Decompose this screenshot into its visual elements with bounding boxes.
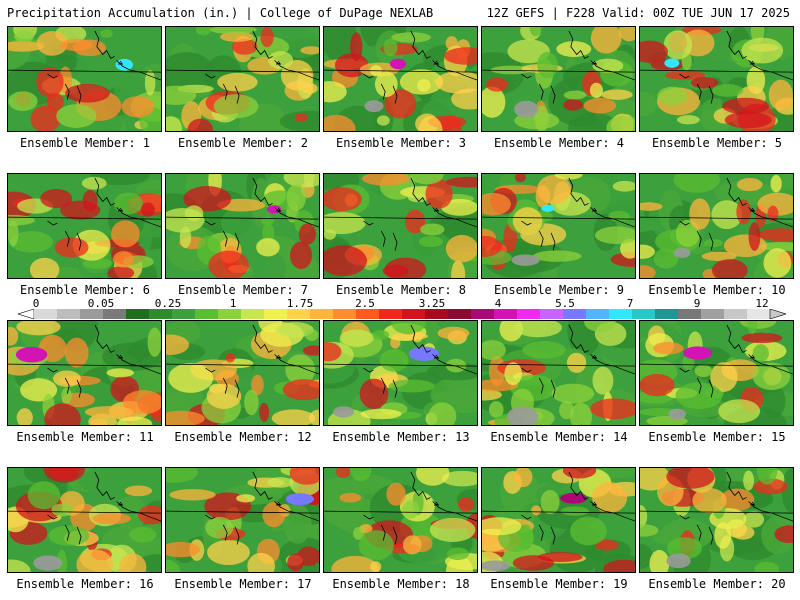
colorbar-segment (310, 309, 334, 319)
colorbar-segment (724, 309, 748, 319)
ensemble-map-4 (481, 26, 636, 132)
colorbar-segment (333, 309, 357, 319)
colorbar-tick-label: 3.25 (418, 297, 446, 310)
ensemble-map-17 (165, 467, 320, 573)
colorbar-segment (448, 309, 472, 319)
ensemble-member-label: Ensemble Member: 19 (490, 577, 628, 591)
ensemble-member-label: Ensemble Member: 20 (648, 577, 786, 591)
colorbar-tick-label: 2.5 (355, 297, 375, 310)
colorbar-segment (563, 309, 587, 319)
colorbar (18, 309, 786, 319)
ensemble-member-label: Ensemble Member: 16 (16, 577, 154, 591)
ensemble-map-9 (481, 173, 636, 279)
colorbar-ticks: 0 0.05 0.25 1 1.75 2.5 3.25 4 5.5 7 9 12 (0, 297, 800, 311)
run-valid-time: 12Z GEFS | F228 Valid: 00Z TUE JUN 17 20… (486, 6, 790, 20)
colorbar-segment (402, 309, 426, 319)
ensemble-map-8 (323, 173, 478, 279)
ensemble-member-label: Ensemble Member: 3 (335, 136, 467, 150)
ensemble-member-label: Ensemble Member: 7 (177, 283, 309, 297)
colorbar-segment (540, 309, 564, 319)
ensemble-map-18 (323, 467, 478, 573)
colorbar-segment (655, 309, 679, 319)
ensemble-member-label: Ensemble Member: 18 (332, 577, 470, 591)
colorbar-segment (632, 309, 656, 319)
ensemble-map-1 (7, 26, 162, 132)
ensemble-member-label: Ensemble Member: 4 (493, 136, 625, 150)
ensemble-map-2 (165, 26, 320, 132)
ensemble-member-label: Ensemble Member: 8 (335, 283, 467, 297)
colorbar-segment (678, 309, 702, 319)
ensemble-member-label: Ensemble Member: 6 (19, 283, 151, 297)
colorbar-tick-label: 9 (693, 297, 701, 310)
ensemble-map-15 (639, 320, 794, 426)
ensemble-map-13 (323, 320, 478, 426)
product-title: Precipitation Accumulation (in.) | Colle… (7, 6, 434, 20)
colorbar-segment (471, 309, 495, 319)
ensemble-member-label: Ensemble Member: 13 (332, 430, 470, 444)
colorbar-segment (264, 309, 288, 319)
ensemble-member-label: Ensemble Member: 15 (648, 430, 786, 444)
colorbar-tick-label: 7 (626, 297, 634, 310)
ensemble-map-3 (323, 26, 478, 132)
colorbar-tick-label: 0.05 (87, 297, 115, 310)
colorbar-segment (747, 309, 771, 319)
colorbar-segment (287, 309, 311, 319)
colorbar-segment (517, 309, 541, 319)
colorbar-tick-label: 12 (755, 297, 769, 310)
colorbar-segment (379, 309, 403, 319)
colorbar-segment (57, 309, 81, 319)
colorbar-tick-label: 1 (229, 297, 237, 310)
colorbar-segment (241, 309, 265, 319)
colorbar-segment (18, 309, 35, 319)
colorbar-segment (126, 309, 150, 319)
colorbar-tick-label: 5.5 (555, 297, 575, 310)
ensemble-member-label: Ensemble Member: 10 (648, 283, 786, 297)
ensemble-map-20 (639, 467, 794, 573)
ensemble-map-6 (7, 173, 162, 279)
colorbar-segment (34, 309, 58, 319)
colorbar-segment (149, 309, 173, 319)
ensemble-map-11 (7, 320, 162, 426)
colorbar-segment (356, 309, 380, 319)
colorbar-segment (769, 309, 786, 319)
ensemble-map-16 (7, 467, 162, 573)
colorbar-segment (172, 309, 196, 319)
ensemble-map-7 (165, 173, 320, 279)
colorbar-segment (80, 309, 104, 319)
colorbar-segment (701, 309, 725, 319)
ensemble-member-label: Ensemble Member: 9 (493, 283, 625, 297)
colorbar-tick-label: 0.25 (154, 297, 182, 310)
colorbar-tick-label: 4 (494, 297, 502, 310)
ensemble-member-label: Ensemble Member: 1 (19, 136, 151, 150)
colorbar-segment (494, 309, 518, 319)
colorbar-segment (586, 309, 610, 319)
ensemble-member-label: Ensemble Member: 12 (174, 430, 312, 444)
ensemble-member-label: Ensemble Member: 17 (174, 577, 312, 591)
colorbar-segment (103, 309, 127, 319)
ensemble-member-label: Ensemble Member: 14 (490, 430, 628, 444)
ensemble-member-label: Ensemble Member: 2 (177, 136, 309, 150)
colorbar-tick-label: 1.75 (286, 297, 314, 310)
colorbar-segment (195, 309, 219, 319)
ensemble-map-10 (639, 173, 794, 279)
colorbar-segment (425, 309, 449, 319)
ensemble-member-label: Ensemble Member: 11 (16, 430, 154, 444)
ensemble-map-19 (481, 467, 636, 573)
ensemble-map-5 (639, 26, 794, 132)
ensemble-map-14 (481, 320, 636, 426)
colorbar-segment (218, 309, 242, 319)
ensemble-map-12 (165, 320, 320, 426)
colorbar-tick-label: 0 (32, 297, 40, 310)
ensemble-member-label: Ensemble Member: 5 (651, 136, 783, 150)
colorbar-segment (609, 309, 633, 319)
